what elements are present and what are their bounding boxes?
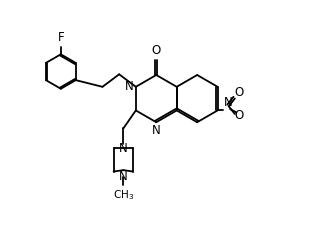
Text: N: N [119, 142, 128, 155]
Text: O: O [234, 86, 244, 99]
Text: O: O [152, 44, 161, 57]
Text: N: N [152, 124, 161, 137]
Text: N: N [125, 80, 134, 93]
Text: O: O [234, 109, 244, 122]
Text: CH$_3$: CH$_3$ [113, 188, 134, 202]
Text: F: F [58, 31, 64, 44]
Text: N: N [119, 170, 128, 183]
Text: N: N [224, 96, 233, 109]
